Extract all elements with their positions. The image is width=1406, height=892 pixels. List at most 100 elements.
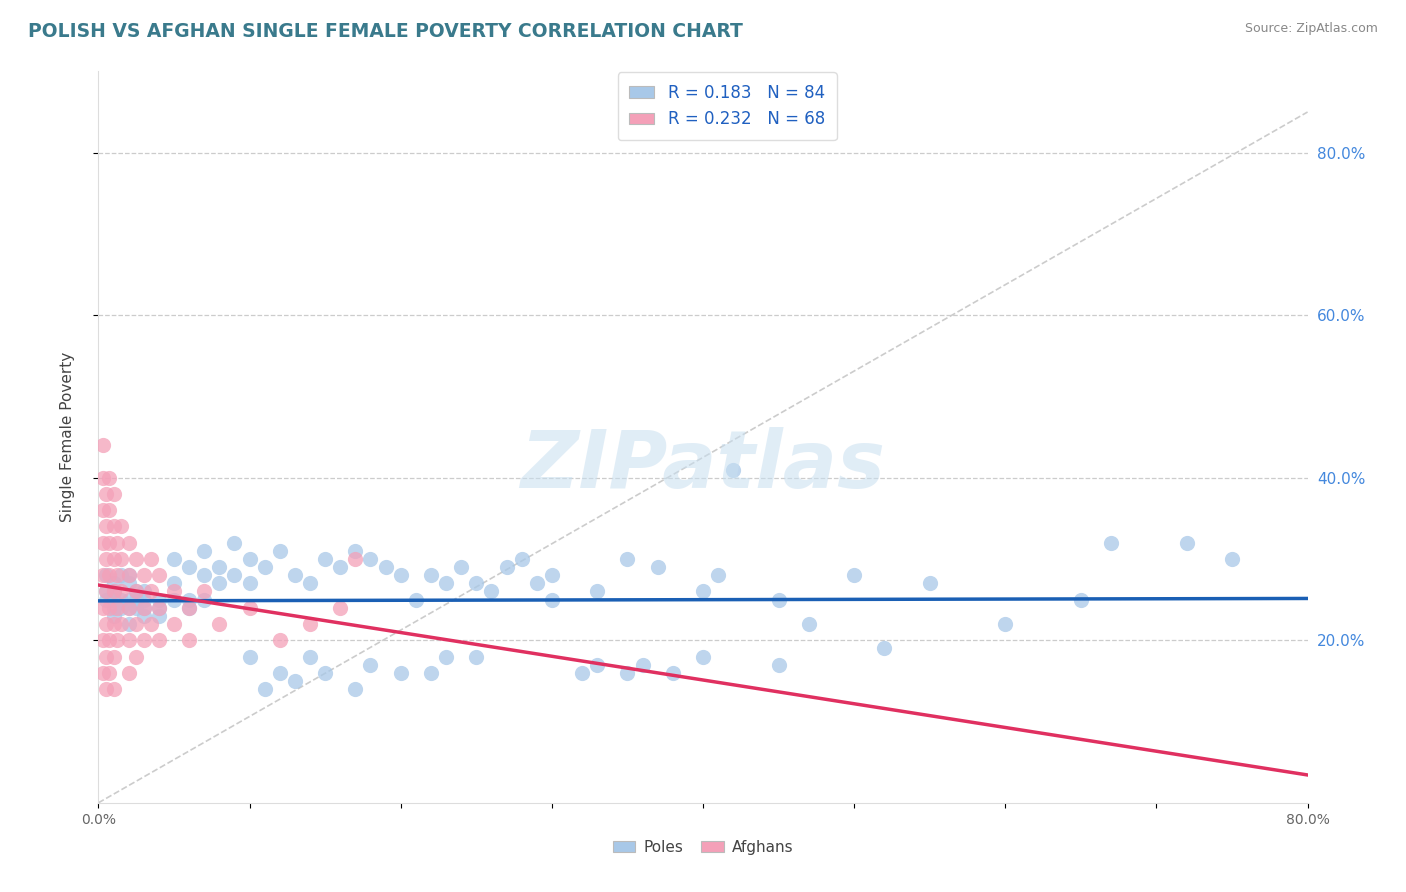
Point — [434, 649, 457, 664]
Point — [94, 681, 117, 696]
Point — [586, 657, 609, 672]
Point — [193, 584, 215, 599]
Point — [94, 584, 117, 599]
Point — [179, 600, 201, 615]
Point — [797, 617, 820, 632]
Point — [1220, 552, 1243, 566]
Point — [91, 503, 114, 517]
Point — [239, 649, 262, 664]
Point — [103, 576, 125, 591]
Point — [141, 552, 163, 566]
Point — [723, 462, 745, 476]
Point — [389, 568, 412, 582]
Point — [91, 568, 114, 582]
Point — [103, 487, 125, 501]
Point — [299, 649, 322, 664]
Point — [141, 617, 163, 632]
Point — [420, 568, 443, 582]
Point — [571, 665, 593, 680]
Point — [193, 592, 215, 607]
Point — [239, 600, 262, 615]
Point — [91, 633, 114, 648]
Point — [103, 584, 125, 599]
Point — [118, 592, 141, 607]
Point — [329, 600, 352, 615]
Point — [103, 649, 125, 664]
Point — [105, 535, 128, 549]
Point — [132, 633, 155, 648]
Point — [526, 576, 548, 591]
Point — [481, 584, 503, 599]
Point — [208, 576, 231, 591]
Point — [118, 617, 141, 632]
Point — [132, 568, 155, 582]
Legend: Poles, Afghans: Poles, Afghans — [606, 834, 800, 861]
Point — [768, 657, 790, 672]
Point — [103, 681, 125, 696]
Point — [110, 568, 132, 582]
Point — [98, 633, 121, 648]
Point — [103, 617, 125, 632]
Point — [118, 600, 141, 615]
Point — [994, 617, 1017, 632]
Point — [91, 471, 114, 485]
Point — [647, 560, 669, 574]
Point — [224, 568, 246, 582]
Point — [1175, 535, 1198, 549]
Point — [91, 438, 114, 452]
Point — [91, 665, 114, 680]
Point — [163, 592, 186, 607]
Point — [163, 584, 186, 599]
Point — [239, 576, 262, 591]
Point — [94, 649, 117, 664]
Point — [540, 592, 562, 607]
Point — [125, 649, 148, 664]
Point — [434, 576, 457, 591]
Point — [1099, 535, 1122, 549]
Point — [586, 584, 609, 599]
Point — [1070, 592, 1092, 607]
Point — [465, 576, 488, 591]
Text: POLISH VS AFGHAN SINGLE FEMALE POVERTY CORRELATION CHART: POLISH VS AFGHAN SINGLE FEMALE POVERTY C… — [28, 22, 742, 41]
Point — [163, 576, 186, 591]
Point — [661, 665, 683, 680]
Point — [179, 600, 201, 615]
Point — [360, 552, 382, 566]
Point — [103, 584, 125, 599]
Point — [105, 568, 128, 582]
Point — [253, 560, 276, 574]
Point — [253, 681, 276, 696]
Point — [692, 649, 714, 664]
Point — [329, 560, 352, 574]
Point — [179, 633, 201, 648]
Point — [844, 568, 866, 582]
Point — [125, 592, 148, 607]
Point — [118, 535, 141, 549]
Point — [299, 617, 322, 632]
Point — [125, 617, 148, 632]
Point — [616, 552, 638, 566]
Point — [224, 535, 246, 549]
Point — [110, 600, 132, 615]
Point — [374, 560, 396, 574]
Point — [110, 617, 132, 632]
Point — [125, 600, 148, 615]
Point — [91, 600, 114, 615]
Point — [118, 633, 141, 648]
Point — [118, 576, 141, 591]
Point — [873, 641, 896, 656]
Point — [163, 552, 186, 566]
Point — [98, 600, 121, 615]
Point — [105, 600, 128, 615]
Point — [91, 535, 114, 549]
Point — [94, 487, 117, 501]
Point — [98, 471, 121, 485]
Point — [141, 584, 163, 599]
Point — [125, 584, 148, 599]
Point — [98, 535, 121, 549]
Point — [94, 592, 117, 607]
Point — [420, 665, 443, 680]
Point — [132, 592, 155, 607]
Point — [707, 568, 730, 582]
Point — [110, 584, 132, 599]
